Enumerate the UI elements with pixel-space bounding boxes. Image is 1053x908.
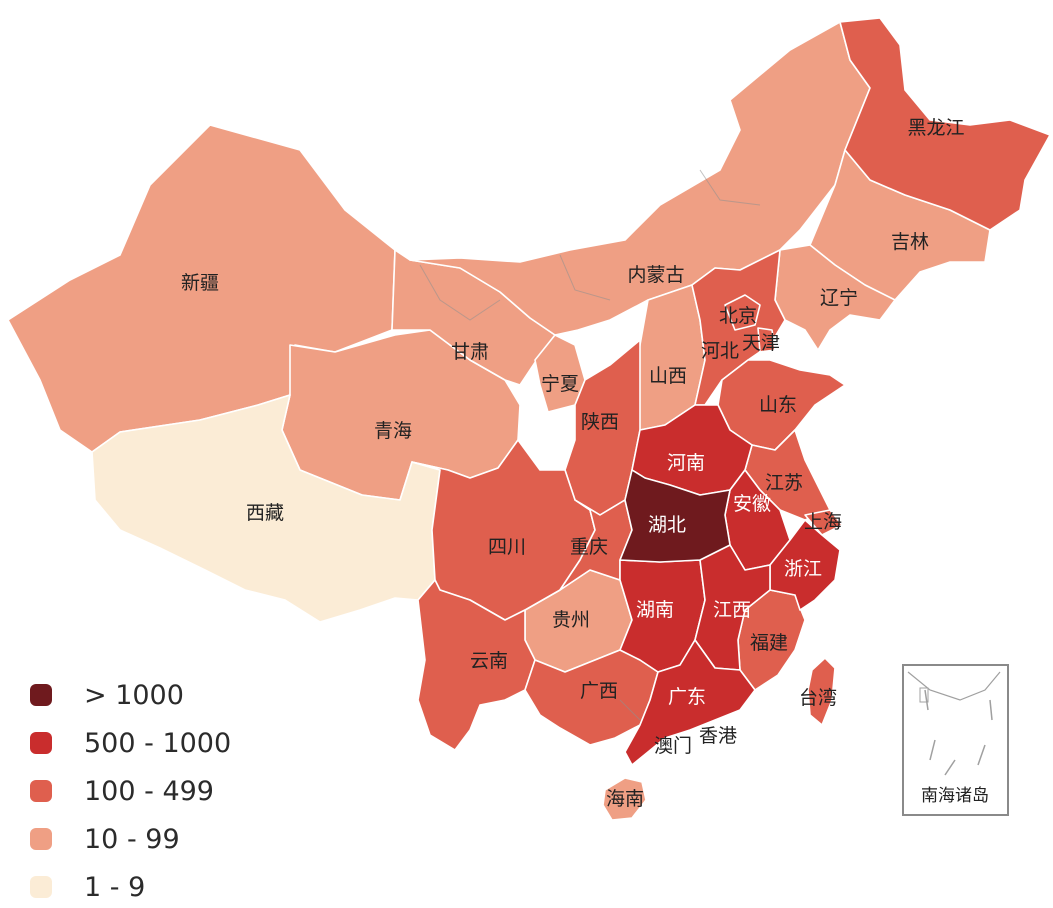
south-china-sea-inset: 南海诸岛 [902, 664, 1009, 816]
region-hainan [602, 777, 647, 821]
label-jiangxi: 江西 [713, 599, 751, 621]
region-zhejiang [769, 519, 841, 611]
label-hainan: 海南 [606, 788, 644, 810]
legend-item-1-9: 1 - 9 [30, 870, 145, 904]
label-hebei: 河北 [701, 340, 739, 362]
legend-item-10-99: 10 - 99 [30, 822, 180, 856]
label-tianjin: 天津 [742, 332, 780, 354]
label-zhejiang: 浙江 [784, 558, 822, 580]
label-xizang: 西藏 [246, 502, 284, 524]
label-yunnan: 云南 [470, 650, 508, 672]
label-guizhou: 贵州 [552, 609, 590, 631]
legend-swatch [30, 876, 52, 898]
legend-swatch [30, 684, 52, 706]
legend-item-500-1000: 500 - 1000 [30, 726, 231, 760]
label-aomen: 澳门 [654, 735, 692, 757]
label-guangdong: 广东 [668, 686, 706, 708]
label-ningxia: 宁夏 [541, 373, 579, 395]
label-shaanxi: 陕西 [581, 411, 619, 433]
region-chongqing [559, 499, 633, 591]
legend: > 1000 500 - 1000 100 - 499 10 - 99 1 - … [30, 678, 290, 908]
legend-item-gt1000: > 1000 [30, 678, 184, 712]
label-chongqing: 重庆 [570, 536, 608, 558]
legend-label: 100 - 499 [84, 775, 214, 807]
label-shanghai: 上海 [804, 511, 842, 533]
region-jiangxi [694, 544, 771, 671]
label-neimenggu: 内蒙古 [627, 264, 684, 286]
label-qinghai: 青海 [374, 420, 412, 442]
label-fujian: 福建 [750, 632, 788, 654]
region-tianjin [757, 327, 776, 353]
region-hubei [619, 469, 731, 563]
label-anhui: 安徽 [733, 493, 771, 515]
legend-swatch [30, 828, 52, 850]
label-jilin: 吉林 [891, 231, 929, 253]
label-sichuan: 四川 [488, 536, 526, 558]
region-heilongjiang [839, 17, 1051, 231]
legend-label: 500 - 1000 [84, 727, 232, 759]
label-liaoning: 辽宁 [820, 287, 858, 309]
label-hubei: 湖北 [648, 514, 686, 536]
label-heilongjiang: 黑龙江 [907, 117, 964, 139]
label-guangxi: 广西 [580, 680, 618, 702]
legend-label: 10 - 99 [84, 823, 180, 855]
region-beijing [724, 294, 761, 331]
legend-swatch [30, 780, 52, 802]
label-hunan: 湖南 [636, 599, 674, 621]
region-shanghai [804, 509, 843, 536]
label-shanxi: 山西 [649, 365, 687, 387]
label-xinjiang: 新疆 [181, 272, 219, 294]
inset-label: 南海诸岛 [921, 786, 989, 806]
label-shandong: 山东 [759, 394, 797, 416]
legend-swatch [30, 732, 52, 754]
region-taiwan [807, 657, 836, 726]
label-xianggang: 香港 [699, 725, 737, 747]
legend-item-100-499: 100 - 499 [30, 774, 214, 808]
label-henan: 河南 [667, 452, 705, 474]
label-taiwan: 台湾 [799, 687, 837, 709]
label-jiangsu: 江苏 [765, 472, 803, 494]
legend-label: > 1000 [84, 679, 184, 711]
legend-label: 1 - 9 [84, 871, 146, 903]
region-guangdong [624, 639, 756, 766]
label-gansu: 甘肃 [451, 341, 489, 363]
label-beijing: 北京 [719, 305, 757, 327]
